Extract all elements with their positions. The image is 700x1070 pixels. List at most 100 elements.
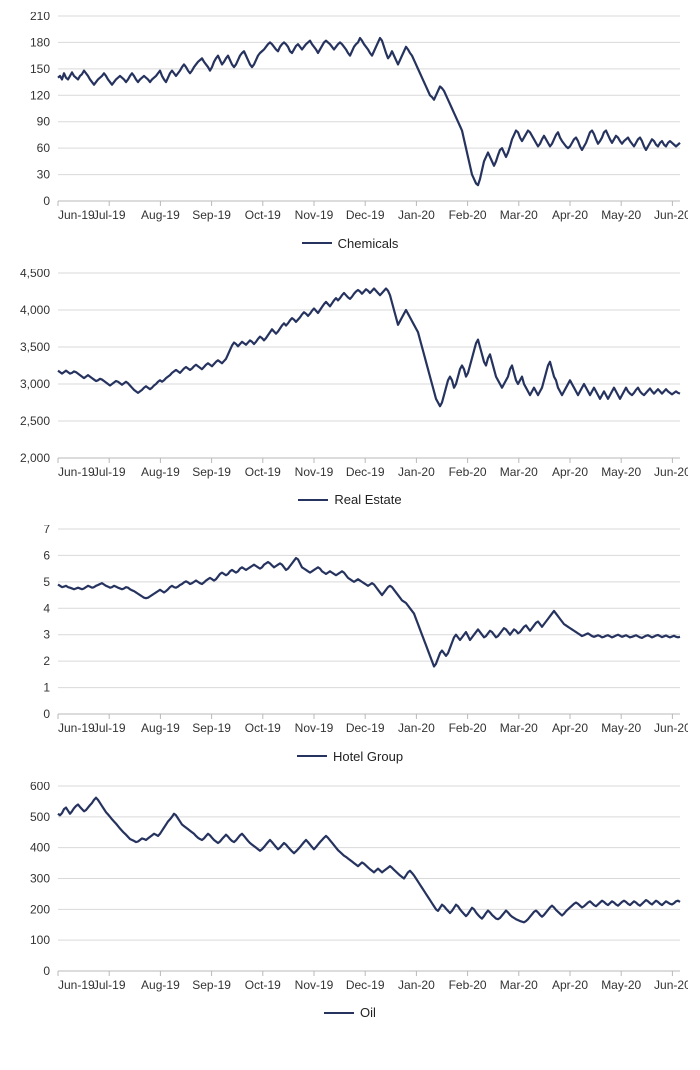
y-tick-label: 0 (43, 964, 50, 978)
x-tick-label: Sep-19 (192, 721, 231, 735)
y-tick-label: 120 (30, 88, 50, 102)
y-tick-label: 150 (30, 62, 50, 76)
legend-label: Oil (360, 1005, 376, 1020)
legend-real-estate: Real Estate (12, 488, 688, 508)
y-tick-label: 0 (43, 194, 50, 208)
x-tick-label: Jun-20 (654, 465, 688, 479)
x-tick-label: Aug-19 (141, 978, 180, 992)
x-tick-label: Jun-20 (654, 208, 688, 222)
legend-hotel-group: Hotel Group (12, 744, 688, 764)
y-tick-label: 2 (43, 654, 50, 668)
x-tick-label: Jun-19 (58, 208, 95, 222)
x-tick-label: Oct-19 (245, 721, 281, 735)
chart-svg-hotel-group: 01234567Jun-19Jul-19Aug-19Sep-19Oct-19No… (12, 525, 688, 738)
x-tick-label: Dec-19 (346, 465, 385, 479)
legend-oil: Oil (12, 1001, 688, 1021)
x-tick-label: Aug-19 (141, 208, 180, 222)
legend-label: Chemicals (338, 236, 399, 251)
x-tick-label: Jan-20 (398, 721, 435, 735)
legend-item-hotel-group: Hotel Group (297, 749, 403, 764)
x-tick-label: Aug-19 (141, 721, 180, 735)
x-tick-label: Feb-20 (449, 208, 487, 222)
y-tick-label: 3,500 (20, 340, 50, 354)
legend-item-chemicals: Chemicals (302, 236, 399, 251)
x-tick-label: Jun-20 (654, 721, 688, 735)
legend-chemicals: Chemicals (12, 231, 688, 251)
x-tick-label: Feb-20 (449, 978, 487, 992)
x-tick-label: Sep-19 (192, 978, 231, 992)
legend-item-real-estate: Real Estate (298, 492, 401, 507)
y-tick-label: 200 (30, 902, 50, 916)
charts-container: 0306090120150180210Jun-19Jul-19Aug-19Sep… (12, 12, 688, 1020)
y-tick-label: 0 (43, 707, 50, 721)
x-tick-label: Mar-20 (500, 978, 538, 992)
x-tick-label: Dec-19 (346, 721, 385, 735)
x-tick-label: Jul-19 (93, 978, 126, 992)
y-tick-label: 3 (43, 628, 50, 642)
x-tick-label: Jul-19 (93, 208, 126, 222)
series-line-chemicals (58, 38, 680, 185)
y-tick-label: 6 (43, 548, 50, 562)
x-tick-label: Sep-19 (192, 465, 231, 479)
y-tick-label: 500 (30, 809, 50, 823)
chart-hotel-group: 01234567Jun-19Jul-19Aug-19Sep-19Oct-19No… (12, 525, 688, 764)
x-tick-label: May-20 (601, 465, 641, 479)
y-tick-label: 210 (30, 12, 50, 23)
y-tick-label: 7 (43, 525, 50, 536)
x-tick-label: May-20 (601, 978, 641, 992)
series-line-hotel-group (58, 558, 680, 666)
x-tick-label: Jun-19 (58, 978, 95, 992)
x-tick-label: Mar-20 (500, 721, 538, 735)
y-tick-label: 2,500 (20, 414, 50, 428)
x-tick-label: Jan-20 (398, 978, 435, 992)
x-tick-label: May-20 (601, 721, 641, 735)
x-tick-label: Apr-20 (552, 978, 588, 992)
y-tick-label: 100 (30, 933, 50, 947)
chart-svg-real-estate: 2,0002,5003,0003,5004,0004,500Jun-19Jul-… (12, 269, 688, 482)
x-tick-label: Nov-19 (295, 978, 334, 992)
x-tick-label: Apr-20 (552, 721, 588, 735)
legend-swatch (297, 755, 327, 757)
x-tick-label: Jan-20 (398, 208, 435, 222)
legend-item-oil: Oil (324, 1005, 376, 1020)
y-tick-label: 60 (37, 141, 51, 155)
x-tick-label: Apr-20 (552, 208, 588, 222)
y-tick-label: 1 (43, 681, 50, 695)
x-tick-label: Oct-19 (245, 208, 281, 222)
chart-real-estate: 2,0002,5003,0003,5004,0004,500Jun-19Jul-… (12, 269, 688, 508)
x-tick-label: Feb-20 (449, 721, 487, 735)
x-tick-label: Feb-20 (449, 465, 487, 479)
x-tick-label: Dec-19 (346, 208, 385, 222)
x-tick-label: Nov-19 (295, 465, 334, 479)
y-tick-label: 2,000 (20, 451, 50, 465)
y-tick-label: 90 (37, 115, 51, 129)
chart-svg-chemicals: 0306090120150180210Jun-19Jul-19Aug-19Sep… (12, 12, 688, 225)
y-tick-label: 3,000 (20, 377, 50, 391)
y-tick-label: 400 (30, 840, 50, 854)
x-tick-label: May-20 (601, 208, 641, 222)
x-tick-label: Sep-19 (192, 208, 231, 222)
x-tick-label: Dec-19 (346, 978, 385, 992)
chart-svg-oil: 0100200300400500600Jun-19Jul-19Aug-19Sep… (12, 782, 688, 995)
x-tick-label: Jan-20 (398, 465, 435, 479)
legend-swatch (324, 1012, 354, 1014)
x-tick-label: Jul-19 (93, 465, 126, 479)
y-tick-label: 180 (30, 35, 50, 49)
x-tick-label: Oct-19 (245, 465, 281, 479)
x-tick-label: Mar-20 (500, 465, 538, 479)
x-tick-label: Nov-19 (295, 721, 334, 735)
x-tick-label: Jul-19 (93, 721, 126, 735)
x-tick-label: Oct-19 (245, 978, 281, 992)
x-tick-label: Mar-20 (500, 208, 538, 222)
chart-chemicals: 0306090120150180210Jun-19Jul-19Aug-19Sep… (12, 12, 688, 251)
y-tick-label: 5 (43, 575, 50, 589)
y-tick-label: 300 (30, 871, 50, 885)
x-tick-label: Jun-20 (654, 978, 688, 992)
legend-swatch (298, 499, 328, 501)
legend-label: Hotel Group (333, 749, 403, 764)
x-tick-label: Nov-19 (295, 208, 334, 222)
y-tick-label: 4,500 (20, 269, 50, 280)
legend-swatch (302, 242, 332, 244)
x-tick-label: Apr-20 (552, 465, 588, 479)
x-tick-label: Aug-19 (141, 465, 180, 479)
